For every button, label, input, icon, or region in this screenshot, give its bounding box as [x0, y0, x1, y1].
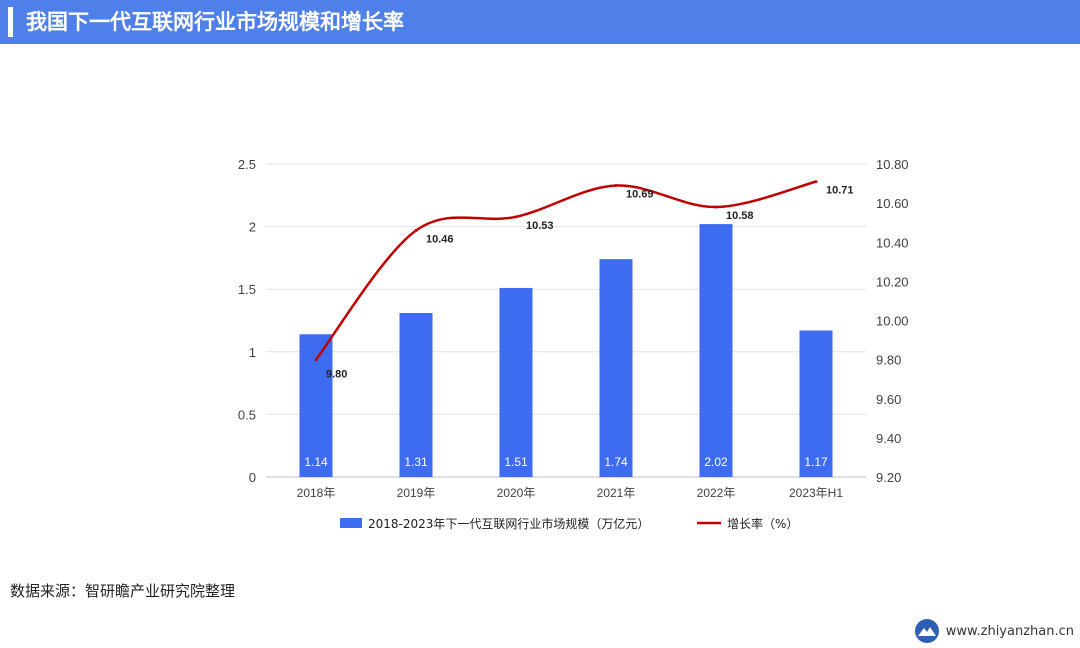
mountain-logo-icon [914, 619, 939, 643]
y-right-tick-label: 10.00 [876, 314, 909, 329]
bar-value-label: 1.74 [604, 455, 628, 469]
x-tick-label: 2023年H1 [789, 486, 843, 500]
line-point [414, 229, 418, 233]
title-accent-bar [8, 7, 13, 37]
line-value-label: 10.58 [726, 210, 754, 222]
line-value-label: 10.71 [826, 185, 854, 197]
axes: 0 0.5 1 1.5 2 2.5 9.20 9.40 9.60 9.80 10.00 10.20 10… [238, 157, 909, 500]
legend: 2018-2023年下一代互联网行业市场规模（万亿元） 增长率（%） [340, 516, 798, 531]
data-source-note: 数据来源：智研瞻产业研究院整理 [10, 582, 236, 600]
y-left-tick-label: 1.5 [238, 282, 256, 297]
bar [499, 287, 533, 477]
y-left-tick-label: 2.5 [238, 157, 256, 172]
growth-rate-line [315, 180, 817, 361]
x-tick-label: 2020年 [497, 486, 536, 500]
line-value-label: 10.46 [426, 234, 454, 246]
legend-bar-label: 2018-2023年下一代互联网行业市场规模（万亿元） [368, 516, 649, 531]
gridlines [266, 163, 866, 478]
line-series [314, 180, 818, 362]
y-right-tick-label: 10.60 [876, 196, 909, 211]
y-right-tick-label: 10.20 [876, 274, 909, 289]
line-point [814, 180, 818, 184]
brand-url: www.zhiyanzhan.cn [945, 623, 1074, 639]
y-left-tick-label: 0 [249, 470, 256, 485]
line-point [614, 184, 618, 188]
line-value-label: 10.53 [526, 220, 554, 232]
line-point [714, 205, 718, 209]
y-right-tick-label: 9.60 [876, 392, 901, 407]
brand-footer: www.zhiyanzhan.cn [914, 618, 1074, 644]
y-right-tick-label: 10.80 [876, 157, 909, 172]
combo-chart: 0 0.5 1 1.5 2 2.5 9.20 9.40 9.60 9.80 10.00 10.20 10… [238, 157, 909, 531]
y-right-tick-label: 9.20 [876, 470, 901, 485]
bar-value-label: 1.14 [304, 455, 328, 469]
bar-value-label: 1.51 [504, 455, 528, 469]
bar [399, 312, 433, 477]
y-left-tick-label: 2 [249, 220, 256, 235]
bar-value-label: 1.31 [404, 455, 428, 469]
bar [799, 330, 833, 477]
line-point [514, 215, 518, 219]
x-tick-label: 2018年 [297, 486, 336, 500]
title-banner: 我国下一代互联网行业市场规模和增长率 [0, 0, 1080, 44]
x-tick-label: 2022年 [697, 486, 736, 500]
y-left-tick-label: 0.5 [238, 407, 256, 422]
y-right-tick-label: 9.80 [876, 353, 901, 368]
y-right-tick-label: 9.40 [876, 431, 901, 446]
bar-series [299, 224, 833, 477]
line-value-label: 10.69 [626, 189, 654, 201]
bar [699, 224, 733, 477]
legend-line-label: 增长率（%） [727, 516, 798, 531]
line-value-label: 9.80 [326, 369, 347, 381]
chart-title: 我国下一代互联网行业市场规模和增长率 [26, 10, 404, 34]
bar [599, 259, 633, 477]
data-labels: 1.14 1.31 1.51 1.74 2.02 1.17 9.80 10.46 10.53 10… [304, 185, 853, 469]
bar-value-label: 2.02 [704, 455, 728, 469]
y-right-tick-label: 10.40 [876, 235, 909, 250]
x-tick-label: 2019年 [397, 486, 436, 500]
legend-bar-swatch [340, 518, 362, 528]
y-left-tick-label: 1 [249, 345, 256, 360]
x-tick-label: 2021年 [597, 486, 636, 500]
bar-value-label: 1.17 [804, 455, 828, 469]
line-point [314, 358, 318, 362]
